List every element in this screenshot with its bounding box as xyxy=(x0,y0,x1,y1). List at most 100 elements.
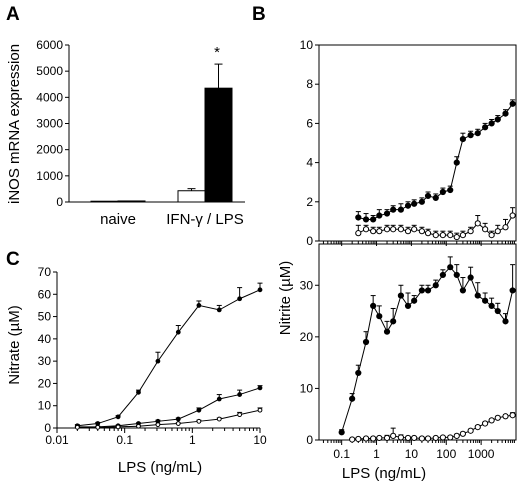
panel-b-top-frame xyxy=(318,44,517,242)
panel-a-ytick-label: 5000 xyxy=(36,64,63,78)
panel-b-top-point xyxy=(424,192,432,200)
panel-b-bottom-point xyxy=(362,435,370,442)
panel-b-ylabel: Nitrite (µM) xyxy=(277,261,294,335)
panel-c-point xyxy=(115,414,121,420)
panel-b-bottom-point xyxy=(397,434,405,441)
panel-b-bottom-point xyxy=(502,318,509,325)
panel-b-top-point xyxy=(459,232,467,239)
panel-b-bottom-ytick-label: 30 xyxy=(300,278,314,292)
panel-a-ytick-label: 0 xyxy=(56,195,63,209)
panel-b-bottom-point xyxy=(376,313,383,320)
panel-b-bottom-point xyxy=(376,434,383,442)
panel-c-series-line xyxy=(77,387,261,428)
panel-c-point xyxy=(136,389,141,395)
panel-b-xtick-label: 1000 xyxy=(468,447,495,461)
panel-b-top-point xyxy=(482,226,489,233)
panel-b-top-ytick-label: 4 xyxy=(306,156,313,170)
panel-c-ytick-label: 40 xyxy=(38,332,52,346)
panel-c-chart: 0 10 20 30 40 50 60 70 0.01 0.1 1 10 xyxy=(38,265,267,447)
panel-b-bottom-point xyxy=(411,297,418,304)
panel-b-top-point xyxy=(494,116,501,123)
panel-b-top-point xyxy=(467,228,474,235)
panel-b-top-point xyxy=(488,120,495,127)
panel-b-bottom-point xyxy=(447,264,454,271)
panel-a-chart: 0 1000 2000 3000 4000 5000 6000 xyxy=(36,38,245,209)
panel-b-top-point xyxy=(494,228,501,235)
panel-a-ylabel: iNOS mRNA expression xyxy=(6,44,23,204)
panel-c-xtick-label: 10 xyxy=(253,433,267,447)
panel-c-point xyxy=(74,424,80,430)
panel-c-point xyxy=(196,407,202,413)
panel-b-top-point xyxy=(397,206,405,213)
panel-c-point xyxy=(257,385,263,391)
panel-letter-a: A xyxy=(6,4,20,25)
panel-b-top-point xyxy=(482,124,489,131)
panel-b-top-point xyxy=(397,226,405,233)
panel-a-ytick-label: 3000 xyxy=(36,117,63,131)
panel-c-ytick-label: 10 xyxy=(38,399,52,413)
panel-c-series-line xyxy=(77,289,261,427)
panel-b-bottom-point xyxy=(418,287,425,294)
panel-b-bottom-point xyxy=(355,369,362,377)
panel-b-bottom-point xyxy=(390,432,397,439)
panel-b-bottom-point xyxy=(432,282,439,289)
panel-b-bottom-point xyxy=(349,395,356,402)
panel-a-ytick-label: 2000 xyxy=(36,143,63,157)
panel-c-point xyxy=(237,296,243,302)
panel-c-point xyxy=(155,358,161,364)
panel-b-top-point xyxy=(418,198,425,205)
panel-b-top-point xyxy=(390,226,397,233)
panel-b-xlabel: LPS (ng/mL) xyxy=(342,465,426,482)
panel-a-ytick-label: 6000 xyxy=(36,38,63,52)
panel-a-bar xyxy=(204,87,233,203)
panel-c-point xyxy=(257,407,263,413)
panel-b-top-point xyxy=(509,212,516,219)
panel-c-series-line xyxy=(77,409,261,428)
panel-b-top-ytick-label: 10 xyxy=(300,38,314,52)
panel-c-xtick-label: 0.01 xyxy=(45,433,69,447)
panel-b-bottom-point xyxy=(390,318,397,325)
panel-c-point xyxy=(216,396,222,402)
panel-b-top-point xyxy=(502,110,509,117)
panel-b-top-series-line xyxy=(358,103,514,220)
panel-b-top-point xyxy=(439,232,446,239)
panel-b-bottom-point xyxy=(453,271,460,279)
panel-b-top-point xyxy=(453,159,460,166)
panel-b-top-point xyxy=(404,228,412,235)
panel-b-bottom-point xyxy=(447,434,454,441)
panel-b-top-point xyxy=(467,132,474,139)
panel-letter-b: B xyxy=(252,4,266,25)
panel-b-bottom-point xyxy=(439,434,446,441)
panel-c-ylabel: Nitrate (µM) xyxy=(6,305,23,384)
panel-c-ytick-label: 70 xyxy=(38,265,52,279)
panel-b-bottom-point xyxy=(411,434,418,442)
panel-b-top-point xyxy=(502,224,509,231)
panel-b-bottom-point xyxy=(509,412,516,419)
panel-b-bottom-point xyxy=(494,414,501,421)
panel-b-top-point xyxy=(474,130,481,137)
panel-b-bottom-ytick-label: 10 xyxy=(300,381,314,395)
panel-b-top-ytick-label: 2 xyxy=(306,195,313,209)
panel-b-bottom-point xyxy=(488,417,495,424)
panel-b-bottom-point xyxy=(383,328,391,335)
panel-b-bottom-point xyxy=(418,435,425,442)
panel-c-point xyxy=(257,287,263,293)
panel-b-top-point xyxy=(355,214,362,221)
panel-b-top-point xyxy=(474,220,481,227)
panel-b-xtick-label: 100 xyxy=(436,447,456,461)
panel-b-xtick-label: 1 xyxy=(373,447,380,461)
panel-b-top-point xyxy=(383,226,391,233)
panel-b-top-point xyxy=(362,226,370,233)
panel-b-bottom-point xyxy=(338,429,345,436)
panel-b-bottom-point xyxy=(453,432,460,439)
panel-b-bottom-series-line xyxy=(352,414,513,440)
panel-a-category-ifn-lps: IFN-γ / LPS xyxy=(166,211,244,228)
panel-b-xtick-label: 0.1 xyxy=(333,447,350,461)
panel-c-point xyxy=(175,421,181,426)
panel-c-xtick-label: 0.1 xyxy=(116,433,133,447)
panel-b-top-point xyxy=(439,188,446,196)
panel-c-point xyxy=(155,422,161,428)
panel-c-ytick-label: 50 xyxy=(38,310,52,324)
panel-b-bottom-point xyxy=(494,307,501,315)
panel-b-top-point xyxy=(453,233,460,241)
